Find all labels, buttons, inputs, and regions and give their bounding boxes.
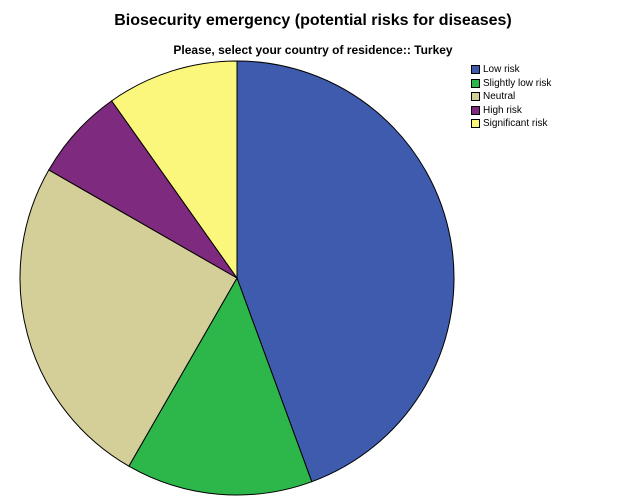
legend-item: High risk <box>471 104 551 118</box>
pie-slice-slightly-low-risk <box>128 276 313 496</box>
legend-swatch <box>471 65 480 75</box>
legend-label: Significant risk <box>483 118 548 129</box>
legend-swatch <box>471 105 480 115</box>
legend-label: Slightly low risk <box>483 77 552 89</box>
legend-item: Neutral <box>471 90 551 104</box>
legend-item: Slightly low risk <box>471 77 551 91</box>
legend-label: High risk <box>483 104 522 116</box>
pie-slice-low-risk <box>236 60 455 483</box>
pie-slice-neutral <box>19 169 238 467</box>
pie-slice-significant-risk <box>110 60 238 280</box>
legend-label: Neutral <box>483 91 516 102</box>
chart-title: Biosecurity emergency (potential risks f… <box>114 12 512 29</box>
legend-swatch <box>471 78 480 88</box>
chart-subtitle: Please, select your country of residence… <box>173 43 453 57</box>
legend-item: Significant risk <box>471 117 551 131</box>
legend-swatch <box>471 92 480 102</box>
legend-item: Low risk <box>471 63 551 77</box>
legend-swatch <box>471 119 480 129</box>
legend-label: Low risk <box>483 64 520 75</box>
chart-legend: Low risk Slightly low risk Neutral High ris… <box>471 63 551 131</box>
